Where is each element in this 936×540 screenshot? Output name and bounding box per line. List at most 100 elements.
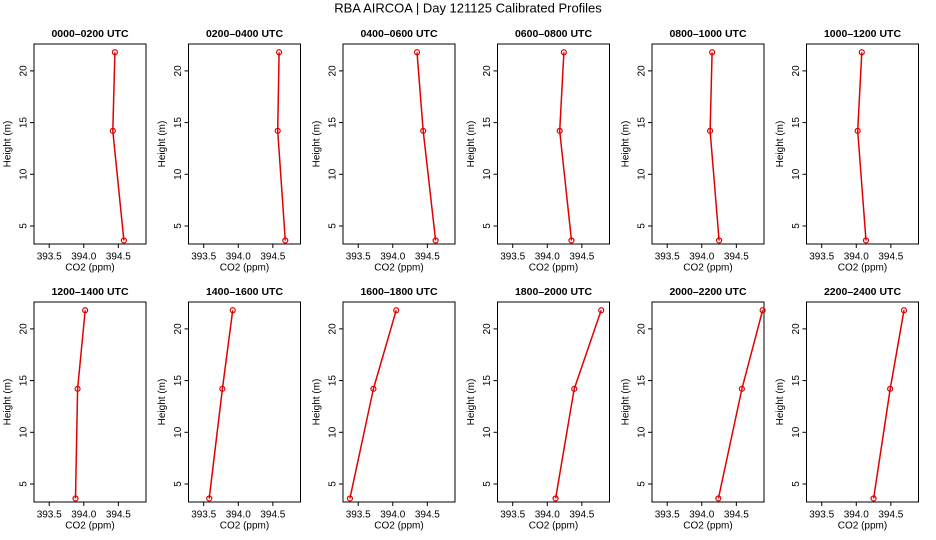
- y-tick-label: 5: [482, 223, 493, 229]
- panel-title: 2000–2200 UTC: [669, 286, 746, 298]
- x-tick-label: 393.5: [500, 252, 525, 263]
- y-tick-label: 15: [637, 117, 648, 129]
- y-axis-label: Height (m): [621, 121, 632, 168]
- y-tick-label: 20: [19, 65, 30, 77]
- profile-point: [120, 237, 127, 244]
- profile-point: [72, 495, 79, 502]
- y-tick-label: 20: [482, 65, 493, 77]
- panel-title: 1400–1600 UTC: [206, 286, 283, 298]
- x-tick-label: 394.0: [71, 510, 96, 521]
- y-tick-label: 5: [482, 481, 493, 487]
- y-axis-label: Height (m): [775, 121, 786, 168]
- y-tick-label: 15: [791, 375, 802, 387]
- y-tick-label: 15: [328, 117, 339, 129]
- y-tick-label: 15: [173, 375, 184, 387]
- x-tick-label: 394.5: [569, 252, 594, 263]
- plot-frame: [497, 301, 610, 503]
- x-tick-label: 394.0: [380, 510, 405, 521]
- y-axis-label: Height (m): [466, 121, 477, 168]
- x-axis-label: CO2 (ppm): [838, 263, 887, 274]
- y-tick-label: 10: [637, 426, 648, 438]
- x-axis-label: CO2 (ppm): [683, 521, 732, 532]
- y-tick-label: 5: [637, 223, 648, 229]
- y-tick-label: 20: [791, 65, 802, 77]
- x-tick-label: 393.5: [655, 510, 680, 521]
- plot-frame: [188, 43, 301, 245]
- y-tick-label: 5: [791, 481, 802, 487]
- x-tick-label: 394.0: [689, 510, 714, 521]
- y-tick-label: 10: [482, 168, 493, 180]
- panel-title: 1200–1400 UTC: [51, 286, 128, 298]
- y-axis-label: Height (m): [775, 379, 786, 426]
- y-axis-label: Height (m): [3, 379, 14, 426]
- x-tick-label: 394.0: [71, 252, 96, 263]
- y-tick-label: 20: [482, 323, 493, 335]
- profile-point: [274, 127, 281, 134]
- x-tick-label: 394.0: [844, 510, 869, 521]
- y-tick-label: 10: [19, 168, 30, 180]
- x-axis-label: CO2 (ppm): [65, 263, 114, 274]
- plot-frame: [806, 43, 919, 245]
- profile-point: [82, 307, 89, 314]
- profile-point: [870, 495, 877, 502]
- x-tick-label: 394.0: [844, 252, 869, 263]
- y-tick-label: 5: [19, 223, 30, 229]
- profile-point: [715, 237, 723, 244]
- panel-title: 0600–0800 UTC: [515, 28, 592, 40]
- plot-frame: [188, 301, 301, 503]
- profile-point: [370, 385, 377, 392]
- profile-point: [900, 307, 908, 314]
- profile-point: [282, 237, 289, 244]
- profile-point: [432, 237, 439, 244]
- profile-point: [109, 127, 116, 134]
- profile-point: [862, 237, 870, 244]
- y-axis-label: Height (m): [157, 379, 168, 426]
- profile-point: [709, 49, 716, 56]
- profile-point: [887, 385, 894, 392]
- page-title: RBA AIRCOA | Day 121125 Calibrated Profi…: [334, 0, 602, 15]
- y-tick-label: 10: [328, 426, 339, 438]
- y-tick-label: 10: [19, 426, 30, 438]
- y-tick-label: 10: [791, 426, 802, 438]
- x-tick-label: 393.5: [346, 252, 371, 263]
- x-axis-label: CO2 (ppm): [683, 263, 732, 274]
- y-tick-label: 10: [328, 168, 339, 180]
- panel-title: 0400–0600 UTC: [360, 28, 437, 40]
- profile-point: [858, 49, 865, 56]
- y-tick-label: 15: [328, 375, 339, 387]
- profile-point: [275, 49, 283, 56]
- x-axis-label: CO2 (ppm): [838, 521, 887, 532]
- x-axis-label: CO2 (ppm): [374, 263, 423, 274]
- panel-title: 0000–0200 UTC: [51, 28, 128, 40]
- profile-point: [759, 307, 766, 314]
- x-tick-label: 393.5: [809, 510, 834, 521]
- profile-point: [413, 49, 421, 56]
- y-tick-label: 10: [791, 168, 802, 180]
- x-tick-label: 394.5: [569, 510, 594, 521]
- plot-frame: [651, 43, 765, 245]
- y-axis-label: Height (m): [466, 379, 477, 426]
- profile-point: [560, 49, 567, 56]
- profile-point: [74, 385, 81, 392]
- profile-point: [568, 237, 575, 244]
- plot-frame: [33, 301, 147, 503]
- x-axis-label: CO2 (ppm): [65, 521, 114, 532]
- y-tick-label: 5: [173, 481, 184, 487]
- x-tick-label: 394.0: [226, 252, 251, 263]
- profile-point: [206, 495, 213, 502]
- x-tick-label: 394.5: [878, 510, 903, 521]
- plot-frame: [497, 43, 610, 245]
- panel-title: 1800–2000 UTC: [515, 286, 592, 298]
- y-tick-label: 20: [637, 65, 648, 77]
- x-tick-label: 393.5: [346, 510, 371, 521]
- x-tick-label: 394.5: [878, 252, 903, 263]
- x-tick-label: 393.5: [191, 252, 216, 263]
- y-axis-label: Height (m): [312, 379, 323, 426]
- y-tick-label: 20: [173, 323, 184, 335]
- x-tick-label: 394.5: [106, 252, 131, 263]
- x-tick-label: 394.5: [260, 252, 285, 263]
- y-tick-label: 20: [791, 323, 802, 335]
- profile-line: [856, 52, 867, 241]
- x-tick-label: 394.0: [226, 510, 251, 521]
